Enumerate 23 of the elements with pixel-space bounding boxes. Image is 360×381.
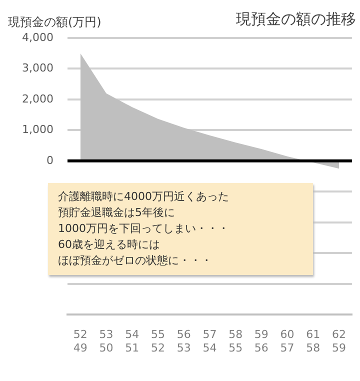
x-tick-label: 58 55 [228,328,243,354]
x-tick-label: 54 51 [125,328,140,354]
x-tick-label: 56 53 [176,328,191,354]
x-tick-label: 52 49 [73,328,88,354]
x-tick-label: 60 57 [280,328,294,354]
x-tick-label: 61 58 [306,328,320,354]
x-tick-label: 59 56 [254,328,268,354]
y-tick-label: 2,000 [22,92,54,106]
annotation: 預貯金退職金は5年後に [58,205,175,221]
x-tick-label: 55 52 [150,328,165,354]
y-tick-label: 0 [46,154,54,167]
x-tick-label: 57 54 [202,328,217,354]
annotation: 60歳を迎える時には [58,237,160,253]
y-axis-title: 現預金の額(万円) [8,14,102,31]
chart-title: 現預金の額の推移 [236,10,356,29]
annotation: 介護離職時に4000万円近くあった [58,189,229,205]
y-tick-label: 1,000 [22,123,54,136]
y-tick-label: 3,000 [22,62,54,75]
x-tick-label: 62 59 [332,328,346,354]
x-tick-label: 53 50 [99,328,114,354]
annotation: 1000万円を下回ってしまい・・・ [58,221,229,237]
y-tick-label: 4,000 [22,30,54,44]
annotation: ほぼ預金がゼロの状態に・・・ [58,253,212,269]
